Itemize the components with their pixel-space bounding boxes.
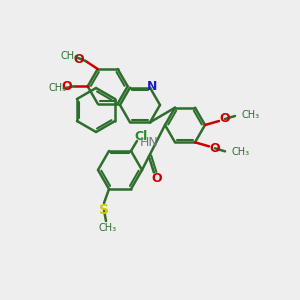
Text: CH₃: CH₃ [49,83,67,93]
Text: S: S [99,203,109,217]
Text: CH₃: CH₃ [61,51,79,61]
Text: HN: HN [140,136,158,149]
Text: CH₃: CH₃ [231,147,249,157]
Text: O: O [210,142,220,155]
Text: CH₃: CH₃ [241,110,259,120]
Text: O: O [74,52,84,65]
Text: N: N [147,80,157,93]
Text: O: O [220,112,230,125]
Text: O: O [152,172,162,185]
Text: CH₃: CH₃ [99,223,117,233]
Text: O: O [61,80,72,93]
Text: Cl: Cl [134,130,148,143]
